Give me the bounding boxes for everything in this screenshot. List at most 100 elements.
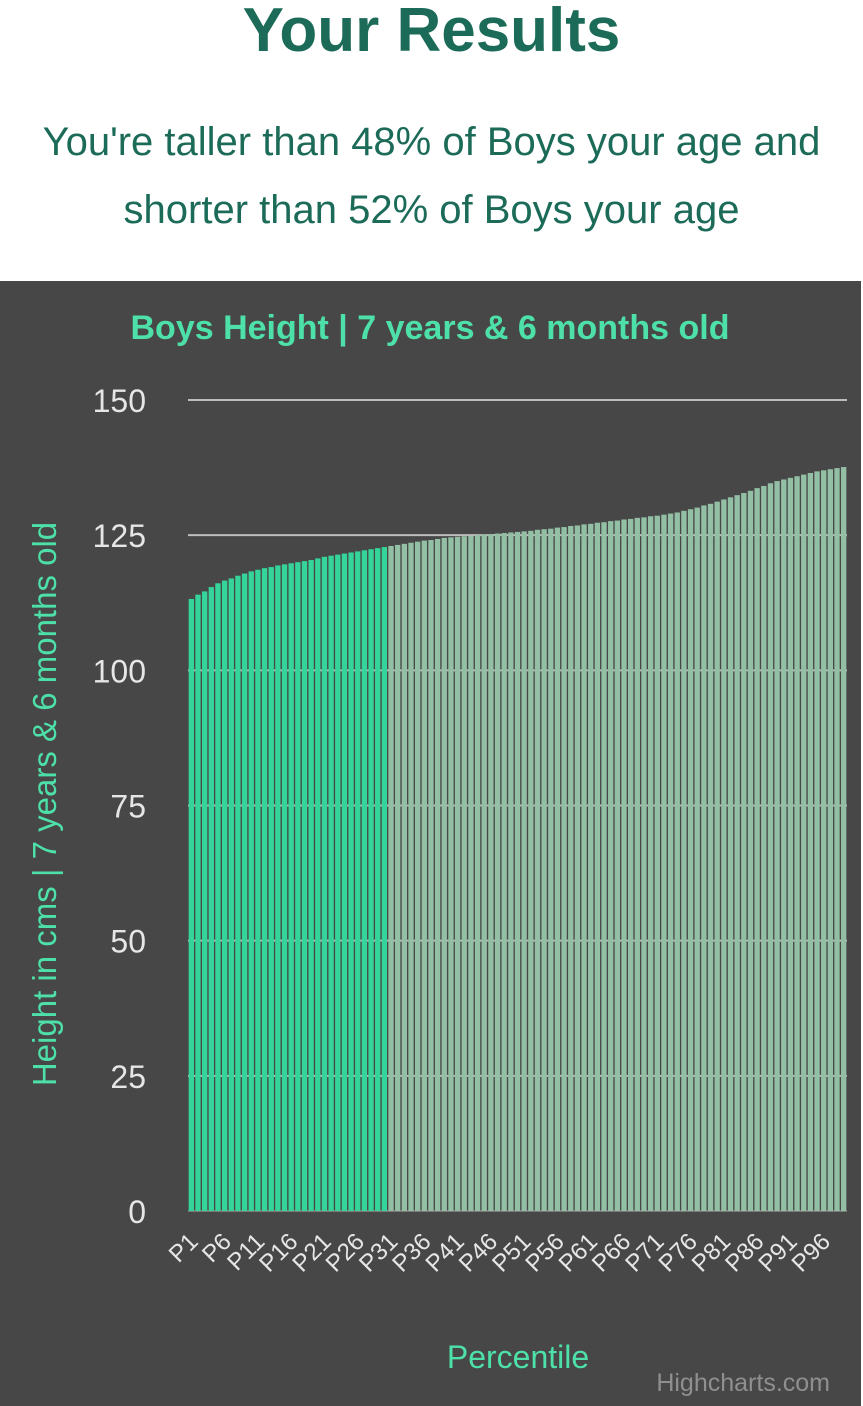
- bar-p78[interactable]: [701, 505, 707, 1211]
- bar-p16[interactable]: [288, 563, 294, 1211]
- bar-p20[interactable]: [315, 558, 321, 1211]
- bar-p33[interactable]: [401, 543, 408, 1211]
- bar-p75[interactable]: [681, 510, 687, 1211]
- bar-p21[interactable]: [321, 556, 328, 1211]
- bar-p14[interactable]: [275, 565, 281, 1211]
- bar-p54[interactable]: [541, 529, 547, 1211]
- bar-p38[interactable]: [434, 538, 441, 1211]
- bar-p47[interactable]: [494, 533, 501, 1211]
- bar-p99[interactable]: [841, 467, 847, 1211]
- bar-p61[interactable]: [588, 523, 594, 1211]
- bar-p66[interactable]: [621, 519, 627, 1211]
- bar-p53[interactable]: [534, 529, 541, 1211]
- bar-p87[interactable]: [761, 485, 767, 1211]
- bar-p29[interactable]: [375, 548, 381, 1211]
- bar-p68[interactable]: [634, 517, 640, 1211]
- bar-p7[interactable]: [228, 578, 234, 1211]
- bar-p48[interactable]: [501, 533, 507, 1211]
- bar-p65[interactable]: [614, 520, 621, 1211]
- bar-p55[interactable]: [548, 528, 554, 1211]
- bar-p63[interactable]: [601, 522, 607, 1211]
- bar-p50[interactable]: [514, 531, 521, 1211]
- bar-p25[interactable]: [348, 552, 354, 1211]
- bar-p82[interactable]: [727, 497, 734, 1211]
- bar-p67[interactable]: [627, 518, 634, 1211]
- bar-p19[interactable]: [308, 560, 314, 1211]
- bar-p36[interactable]: [421, 540, 427, 1211]
- bar-p60[interactable]: [581, 524, 587, 1211]
- bar-p57[interactable]: [561, 527, 567, 1211]
- bar-p71[interactable]: [654, 515, 660, 1211]
- bar-p32[interactable]: [395, 544, 401, 1211]
- bar-p86[interactable]: [754, 488, 760, 1211]
- bar-p95[interactable]: [814, 471, 820, 1211]
- bar-p59[interactable]: [574, 525, 581, 1211]
- bar-p62[interactable]: [594, 522, 601, 1211]
- bar-p37[interactable]: [428, 540, 434, 1211]
- bar-p81[interactable]: [721, 499, 727, 1211]
- bar-p26[interactable]: [355, 551, 361, 1211]
- bar-p18[interactable]: [301, 561, 308, 1211]
- bar-p92[interactable]: [794, 476, 800, 1211]
- bar-p64[interactable]: [608, 521, 614, 1211]
- bar-p85[interactable]: [747, 490, 754, 1211]
- bar-p58[interactable]: [568, 525, 574, 1211]
- bar-p30[interactable]: [381, 547, 388, 1211]
- bar-p8[interactable]: [235, 575, 241, 1211]
- bar-p42[interactable]: [461, 536, 467, 1211]
- bar-p41[interactable]: [454, 536, 461, 1211]
- bar-p12[interactable]: [261, 568, 268, 1211]
- bar-p46[interactable]: [488, 534, 494, 1211]
- bar-p39[interactable]: [441, 537, 447, 1211]
- bar-p52[interactable]: [528, 530, 534, 1211]
- bar-p49[interactable]: [508, 532, 514, 1211]
- bar-p98[interactable]: [834, 468, 840, 1211]
- bar-p1[interactable]: [188, 598, 194, 1211]
- bar-p76[interactable]: [687, 509, 694, 1211]
- bar-p23[interactable]: [335, 554, 341, 1211]
- bar-p94[interactable]: [807, 472, 814, 1211]
- bar-p28[interactable]: [368, 549, 374, 1211]
- bar-p11[interactable]: [255, 569, 261, 1211]
- bar-p17[interactable]: [295, 562, 301, 1211]
- bar-p43[interactable]: [468, 535, 474, 1211]
- bar-p80[interactable]: [714, 501, 720, 1211]
- bar-p13[interactable]: [268, 567, 274, 1211]
- bar-p44[interactable]: [474, 535, 481, 1211]
- bar-p15[interactable]: [281, 564, 288, 1211]
- bar-p6[interactable]: [221, 580, 228, 1211]
- bar-p93[interactable]: [801, 474, 807, 1211]
- bar-p88[interactable]: [767, 483, 774, 1211]
- bar-p34[interactable]: [408, 542, 414, 1211]
- bar-p70[interactable]: [647, 516, 654, 1211]
- bar-p91[interactable]: [787, 477, 794, 1211]
- bar-p77[interactable]: [694, 507, 700, 1211]
- bar-p2[interactable]: [195, 594, 201, 1211]
- credits-link[interactable]: Highcharts.com: [656, 1369, 830, 1397]
- bar-p96[interactable]: [821, 470, 827, 1211]
- bar-p27[interactable]: [361, 550, 368, 1211]
- bar-p24[interactable]: [341, 553, 348, 1211]
- bar-p97[interactable]: [827, 469, 834, 1211]
- bar-p9[interactable]: [241, 573, 248, 1211]
- bar-p35[interactable]: [414, 541, 421, 1211]
- bar-p69[interactable]: [641, 517, 647, 1211]
- bar-p89[interactable]: [774, 481, 780, 1212]
- bar-p83[interactable]: [734, 495, 740, 1211]
- bar-p79[interactable]: [707, 503, 714, 1211]
- bar-p74[interactable]: [674, 512, 680, 1211]
- bar-p4[interactable]: [208, 587, 214, 1211]
- bar-p51[interactable]: [521, 531, 527, 1211]
- bar-p40[interactable]: [448, 537, 454, 1211]
- bar-p72[interactable]: [661, 514, 667, 1211]
- bar-p10[interactable]: [248, 571, 254, 1211]
- bar-p73[interactable]: [667, 513, 674, 1211]
- bar-p22[interactable]: [328, 555, 334, 1211]
- bar-p84[interactable]: [741, 492, 747, 1212]
- bar-p45[interactable]: [481, 534, 487, 1211]
- bar-p31[interactable]: [388, 545, 394, 1211]
- bar-p56[interactable]: [554, 527, 561, 1211]
- bar-p90[interactable]: [781, 479, 787, 1211]
- bar-p5[interactable]: [215, 583, 221, 1211]
- bar-p3[interactable]: [201, 591, 208, 1211]
